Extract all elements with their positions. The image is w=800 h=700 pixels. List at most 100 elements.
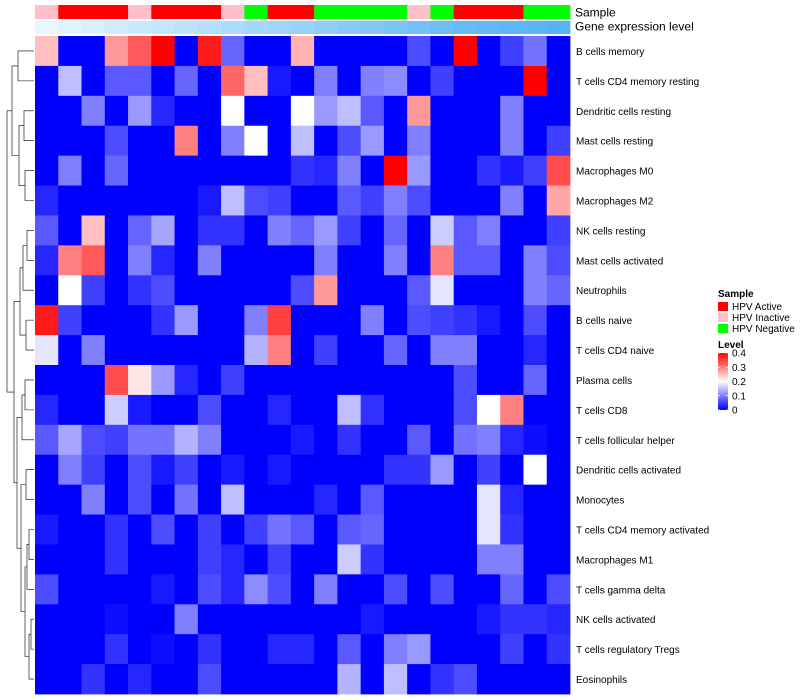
heatmap-cell — [221, 65, 245, 97]
heatmap-cell — [221, 634, 245, 665]
heatmap-cell — [453, 454, 478, 486]
dendrogram-branch — [25, 319, 34, 351]
heatmap-cell — [453, 484, 478, 515]
heatmap-cell — [523, 365, 548, 396]
heatmap-cell — [314, 424, 338, 456]
heatmap-cell — [546, 424, 571, 456]
track-label-expression: Gene expression level — [575, 20, 694, 34]
heatmap-cell — [244, 664, 269, 695]
sample-track-cell — [81, 5, 106, 19]
heatmap-cell — [151, 335, 175, 366]
heatmap-cell — [58, 65, 82, 97]
heatmap-cell — [453, 664, 478, 695]
heatmap-cell — [476, 454, 501, 486]
heatmap-cell — [546, 604, 571, 635]
heatmap-cell — [128, 275, 152, 306]
heatmap-cell — [128, 454, 152, 486]
heatmap-cell — [546, 275, 571, 306]
heatmap-cell — [81, 125, 106, 157]
heatmap-cell — [221, 125, 245, 157]
sample-track-cell — [104, 5, 129, 19]
heatmap-cell — [244, 155, 269, 186]
heatmap-cell — [360, 514, 385, 545]
heatmap-cell — [151, 185, 175, 216]
heatmap-cell — [500, 36, 524, 67]
heatmap-cell — [500, 604, 524, 635]
heatmap-cell — [476, 604, 501, 635]
heatmap-cell — [290, 514, 315, 545]
heatmap-cell — [197, 215, 222, 246]
heatmap-cell — [546, 185, 571, 216]
heatmap-cell — [430, 65, 455, 97]
heatmap-cell — [383, 664, 408, 695]
heatmap-cell — [383, 335, 408, 366]
heatmap-cell — [221, 305, 245, 336]
heatmap-cell — [174, 514, 199, 545]
heatmap-cell — [35, 36, 59, 67]
heatmap-cell — [360, 335, 385, 366]
heatmap-cell — [151, 305, 175, 336]
heatmap-cell — [267, 574, 292, 605]
heatmap-cell — [81, 394, 106, 426]
heatmap-cell — [197, 245, 222, 276]
heatmap-cell — [81, 36, 106, 67]
heatmap-cell — [337, 335, 362, 366]
expression-track-cell — [500, 21, 524, 34]
heatmap-cell — [267, 275, 292, 306]
heatmap-cell — [35, 155, 59, 186]
heatmap-cell — [35, 125, 59, 157]
dendrogram-branch — [21, 394, 34, 441]
heatmap-cell — [267, 514, 292, 545]
heatmap-cell — [383, 245, 408, 276]
heatmap-cell — [197, 544, 222, 575]
expression-track-cell — [104, 21, 129, 34]
heatmap-cell — [197, 454, 222, 486]
heatmap-cell — [128, 634, 152, 665]
heatmap-cell — [500, 394, 524, 426]
expression-track-cell — [244, 21, 269, 34]
heatmap-cell — [500, 215, 524, 246]
heatmap-cell — [58, 514, 82, 545]
heatmap-cell — [81, 335, 106, 366]
heatmap-cell — [337, 664, 362, 695]
heatmap-cell — [197, 95, 222, 127]
heatmap-cell — [290, 394, 315, 426]
heatmap-cell — [523, 65, 548, 97]
heatmap-cell — [58, 185, 82, 216]
heatmap-cell — [221, 424, 245, 456]
heatmap-cell — [476, 574, 501, 605]
heatmap-cell — [476, 275, 501, 306]
legend-level-title: Level — [718, 340, 744, 351]
heatmap-cell — [267, 215, 292, 246]
heatmap-cell — [453, 275, 478, 306]
heatmap-cell — [500, 65, 524, 97]
heatmap-cell — [104, 245, 129, 276]
heatmap-cell — [360, 634, 385, 665]
heatmap-cell — [453, 155, 478, 186]
heatmap-cell — [128, 664, 152, 695]
expression-track-cell — [267, 21, 292, 34]
sample-track-cell — [453, 5, 478, 19]
heatmap-cell — [430, 155, 455, 186]
heatmap-cell — [104, 574, 129, 605]
dendrogram-branch — [17, 50, 34, 82]
heatmap-cell — [430, 514, 455, 545]
heatmap-cell — [35, 65, 59, 97]
heatmap-cell — [360, 604, 385, 635]
heatmap-cell — [104, 514, 129, 545]
heatmap-cell — [221, 604, 245, 635]
heatmap-cell — [128, 185, 152, 216]
heatmap-cell — [267, 604, 292, 635]
heatmap-cell — [151, 454, 175, 486]
heatmap-cell — [290, 664, 315, 695]
heatmap-cell — [476, 544, 501, 575]
heatmap-cell — [197, 604, 222, 635]
heatmap-cell — [197, 275, 222, 306]
heatmap-cell — [104, 305, 129, 336]
heatmap-cell — [290, 185, 315, 216]
heatmap-cell — [453, 544, 478, 575]
legend-label-active: HPV Active — [732, 302, 782, 313]
heatmap-cell — [523, 305, 548, 336]
heatmap-cell — [81, 514, 106, 545]
heatmap-cell — [81, 245, 106, 276]
